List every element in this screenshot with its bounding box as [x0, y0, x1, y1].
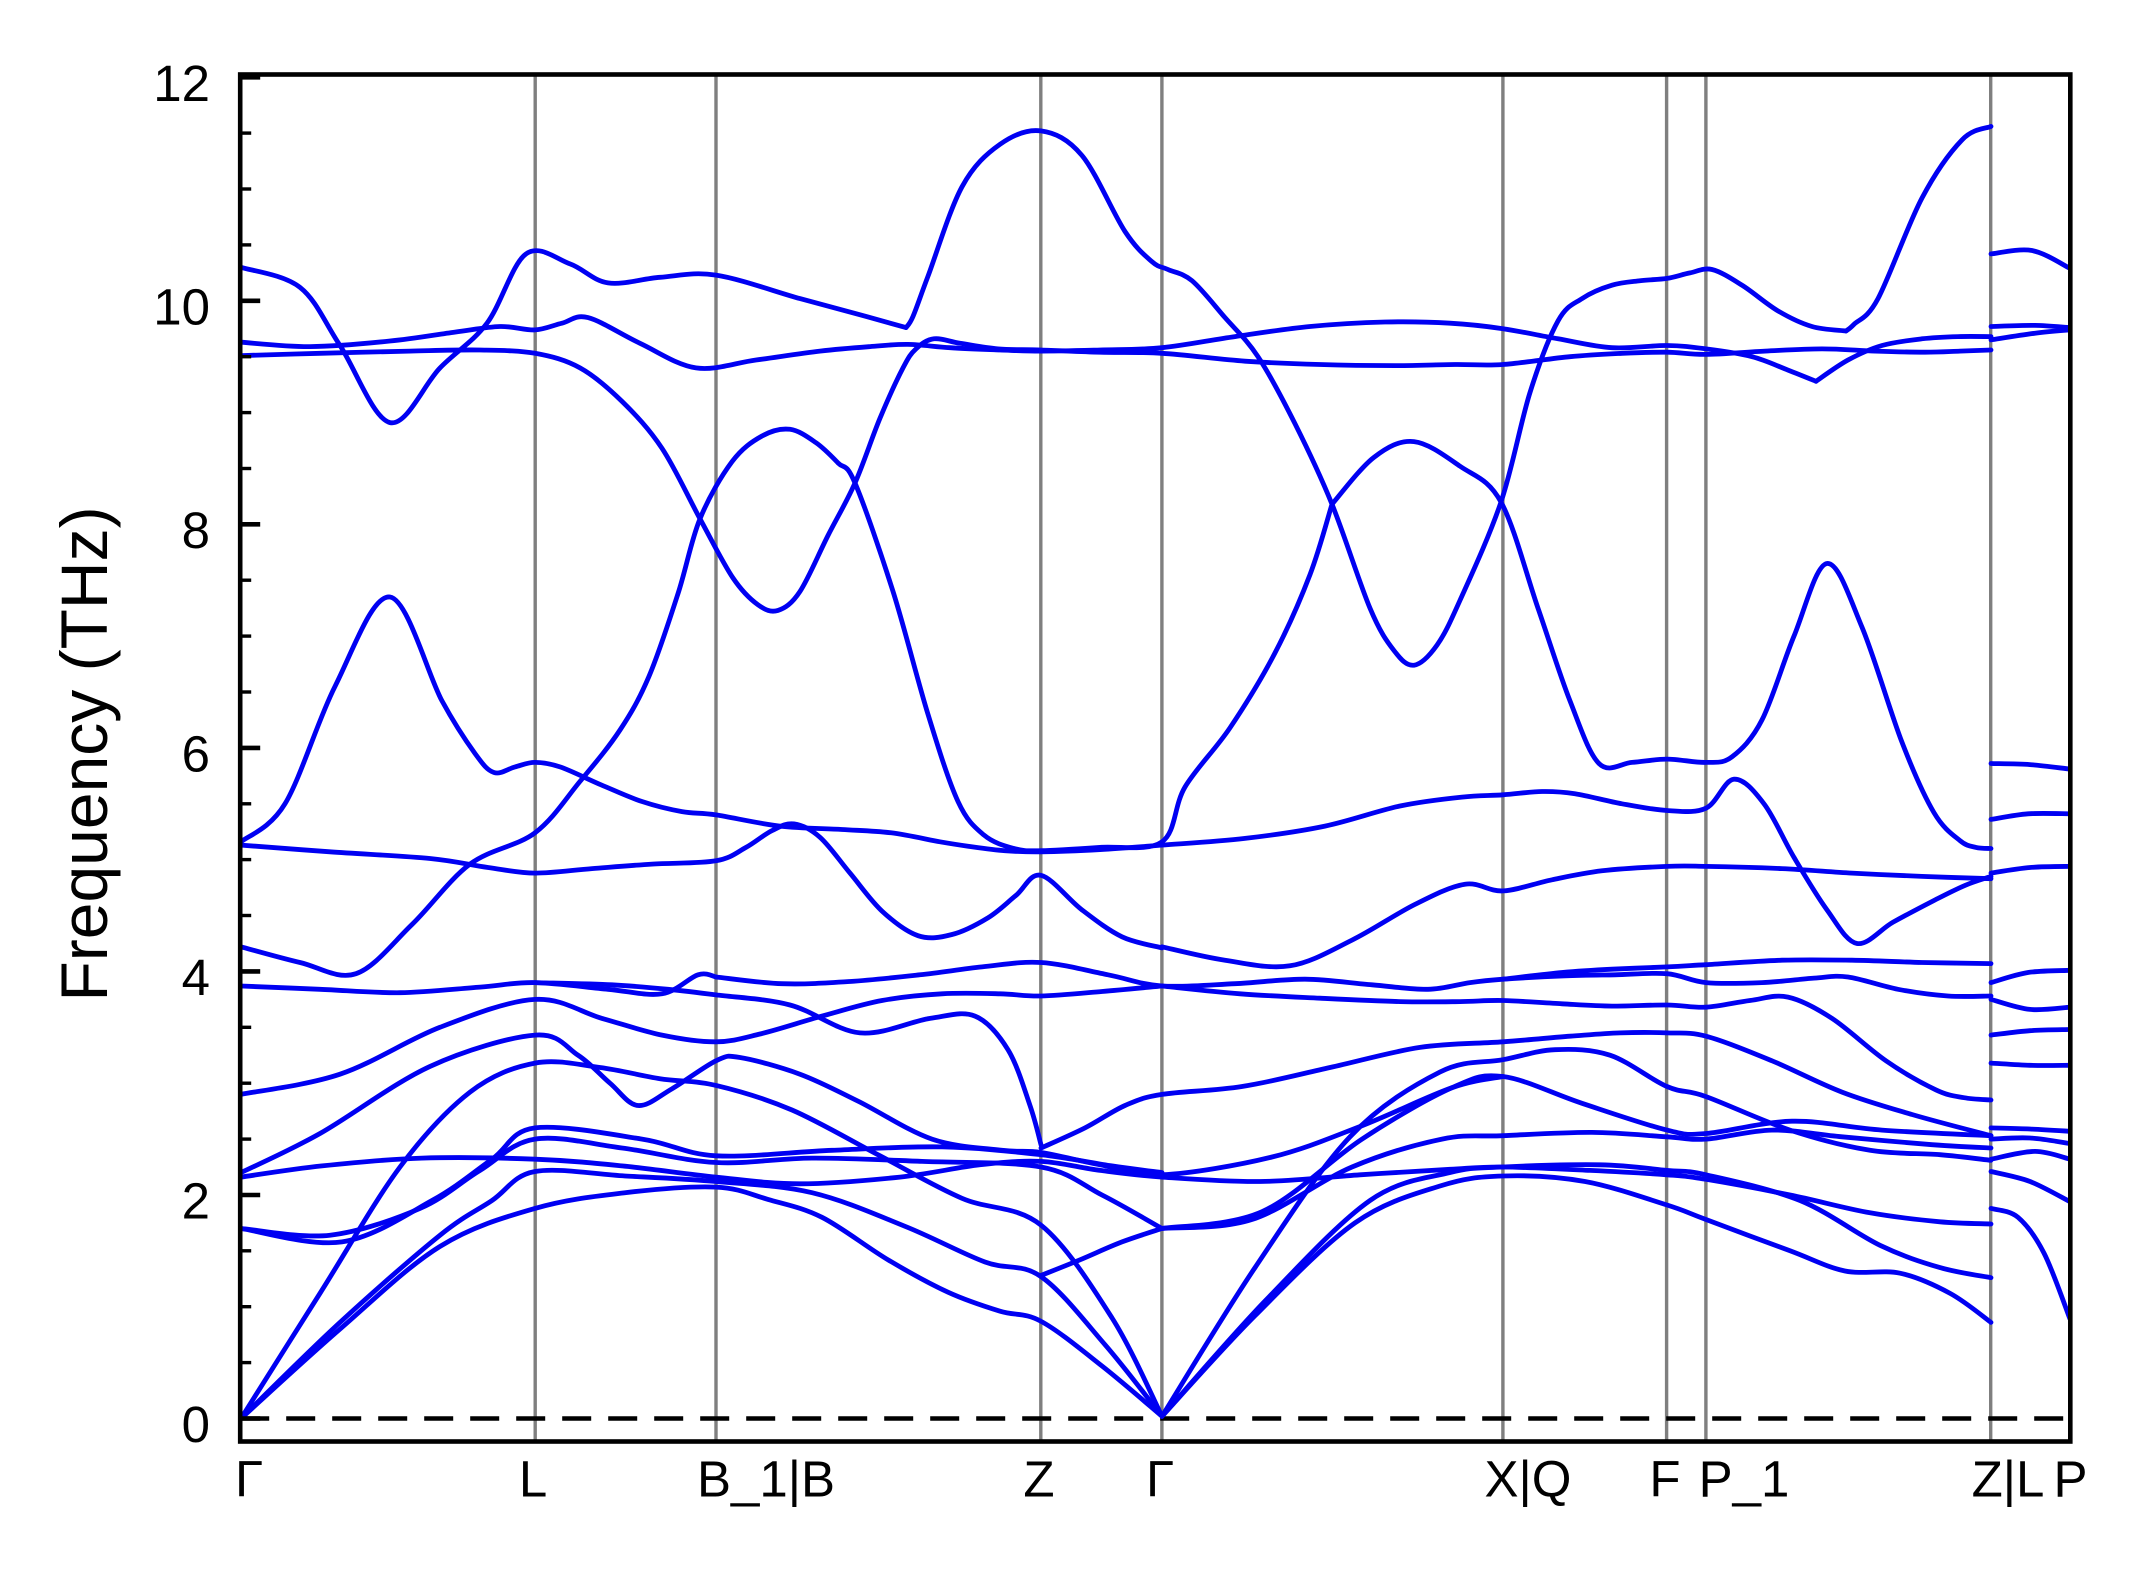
svg-text:P: P: [2053, 1451, 2087, 1508]
svg-text:4: 4: [182, 949, 210, 1006]
svg-text:Z: Z: [1023, 1451, 1054, 1508]
svg-text:Γ: Γ: [1146, 1451, 1174, 1508]
svg-text:Frequency (THz): Frequency (THz): [47, 506, 121, 1001]
svg-text:8: 8: [182, 502, 210, 559]
svg-text:Z|L: Z|L: [1972, 1451, 2045, 1508]
svg-text:L: L: [519, 1451, 547, 1508]
svg-text:12: 12: [153, 55, 210, 112]
svg-text:Γ: Γ: [235, 1451, 263, 1508]
svg-text:X|Q: X|Q: [1485, 1451, 1572, 1508]
svg-text:0: 0: [182, 1396, 210, 1453]
svg-text:P_1: P_1: [1699, 1451, 1790, 1508]
svg-text:F: F: [1649, 1451, 1680, 1508]
svg-text:B_1|B: B_1|B: [697, 1451, 835, 1508]
svg-text:10: 10: [153, 278, 210, 335]
svg-text:2: 2: [182, 1173, 210, 1230]
svg-text:6: 6: [182, 725, 210, 782]
